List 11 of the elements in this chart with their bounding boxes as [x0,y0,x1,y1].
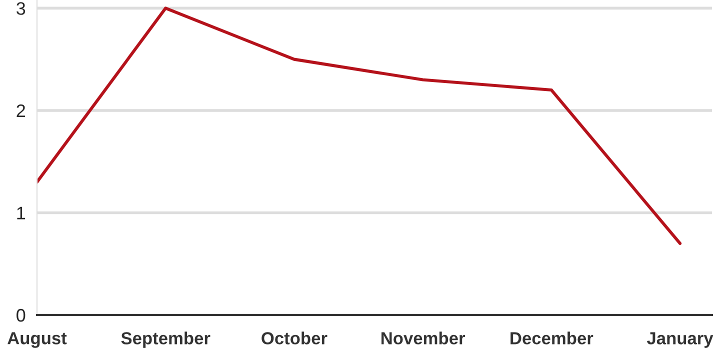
y-tick-label: 1 [17,206,26,220]
y-tick-label: 2 [16,104,25,117]
x-tick-label: November [382,332,465,344]
y-tick-label: 0 [16,308,26,322]
x-tick-label: January [646,332,714,348]
x-tick-label: October [262,332,328,344]
x-tick-label: December [510,332,594,344]
line-series [37,6,682,245]
y-tick-label: 3 [16,2,26,15]
x-tick-label: August [8,332,67,348]
x-tick-label: September [121,332,210,348]
